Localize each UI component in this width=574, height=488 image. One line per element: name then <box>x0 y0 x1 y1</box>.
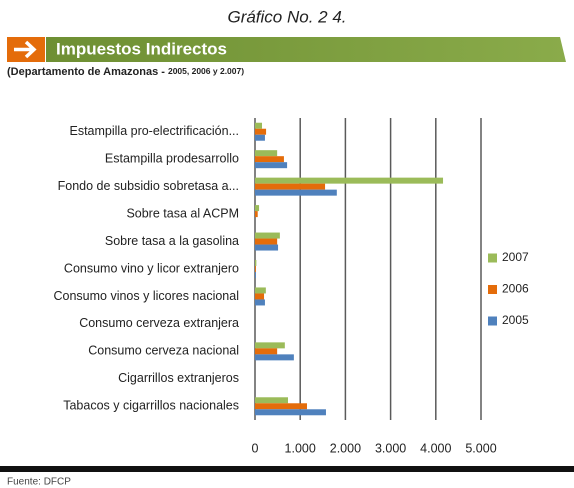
bar <box>255 232 280 239</box>
bar <box>255 348 278 355</box>
y-tick-label: Fondo de subsidio sobretasa a... <box>58 179 239 193</box>
legend-swatch <box>488 285 497 294</box>
bar <box>255 156 284 163</box>
bar <box>255 238 278 245</box>
bar <box>255 134 265 141</box>
x-tick-label: 5.000 <box>465 441 496 455</box>
x-tick-label: 0 <box>252 441 259 455</box>
banner <box>46 37 566 62</box>
bar <box>255 354 294 361</box>
legend-label: 2007 <box>502 250 529 264</box>
bar <box>255 189 337 196</box>
bar <box>255 122 263 129</box>
bar <box>255 205 260 212</box>
subtitle: (Departamento de Amazonas - 2005, 2006 y… <box>7 66 244 78</box>
y-tick-label: Consumo cerveza extranjera <box>79 316 239 330</box>
y-tick-label: Estampilla prodesarrollo <box>105 151 239 165</box>
subtitle-years: 2005, 2006 y 2.007) <box>168 66 244 76</box>
legend-swatch <box>488 253 497 263</box>
y-tick-label: Consumo vinos y licores nacional <box>53 289 239 303</box>
bar <box>255 211 258 218</box>
y-tick-label: Sobre tasa al ACPM <box>126 206 239 220</box>
legend-swatch <box>488 316 497 326</box>
bar <box>255 342 285 349</box>
y-tick-label: Sobre tasa a la gasolina <box>105 234 239 248</box>
bar <box>255 244 279 251</box>
bar <box>255 409 326 416</box>
bar <box>255 260 257 266</box>
bar <box>255 162 288 169</box>
footer-rule <box>0 466 574 472</box>
bar <box>255 266 256 272</box>
bar <box>255 128 267 135</box>
legend-label: 2005 <box>502 313 529 327</box>
bar <box>255 183 326 190</box>
y-tick-label: Tabacos y cigarrillos nacionales <box>63 399 239 413</box>
subtitle-main: (Departamento de Amazonas - <box>7 66 165 78</box>
x-tick-label: 2.000 <box>330 441 361 455</box>
arrow-icon <box>14 40 37 59</box>
x-tick-label: 1.000 <box>285 441 316 455</box>
bar <box>255 293 265 300</box>
bar <box>255 287 266 294</box>
bar <box>255 177 444 184</box>
y-tick-label: Cigarrillos extranjeros <box>118 371 239 385</box>
bar <box>255 397 288 404</box>
caption: Gráfico No. 2 4. <box>227 7 346 26</box>
bar <box>255 272 256 278</box>
bar <box>255 150 278 157</box>
legend-label: 2006 <box>502 282 529 296</box>
x-tick-label: 4.000 <box>420 441 451 455</box>
x-tick-label: 3.000 <box>375 441 406 455</box>
y-tick-label: Consumo vino y licor extranjero <box>64 261 239 275</box>
y-tick-label: Estampilla pro-electrificación... <box>69 124 239 138</box>
bar <box>255 299 265 306</box>
source: Fuente: DFCP <box>7 477 71 488</box>
bar <box>255 403 307 410</box>
y-tick-label: Consumo cerveza nacional <box>88 344 239 358</box>
banner-title: Impuestos Indirectos <box>56 39 227 58</box>
